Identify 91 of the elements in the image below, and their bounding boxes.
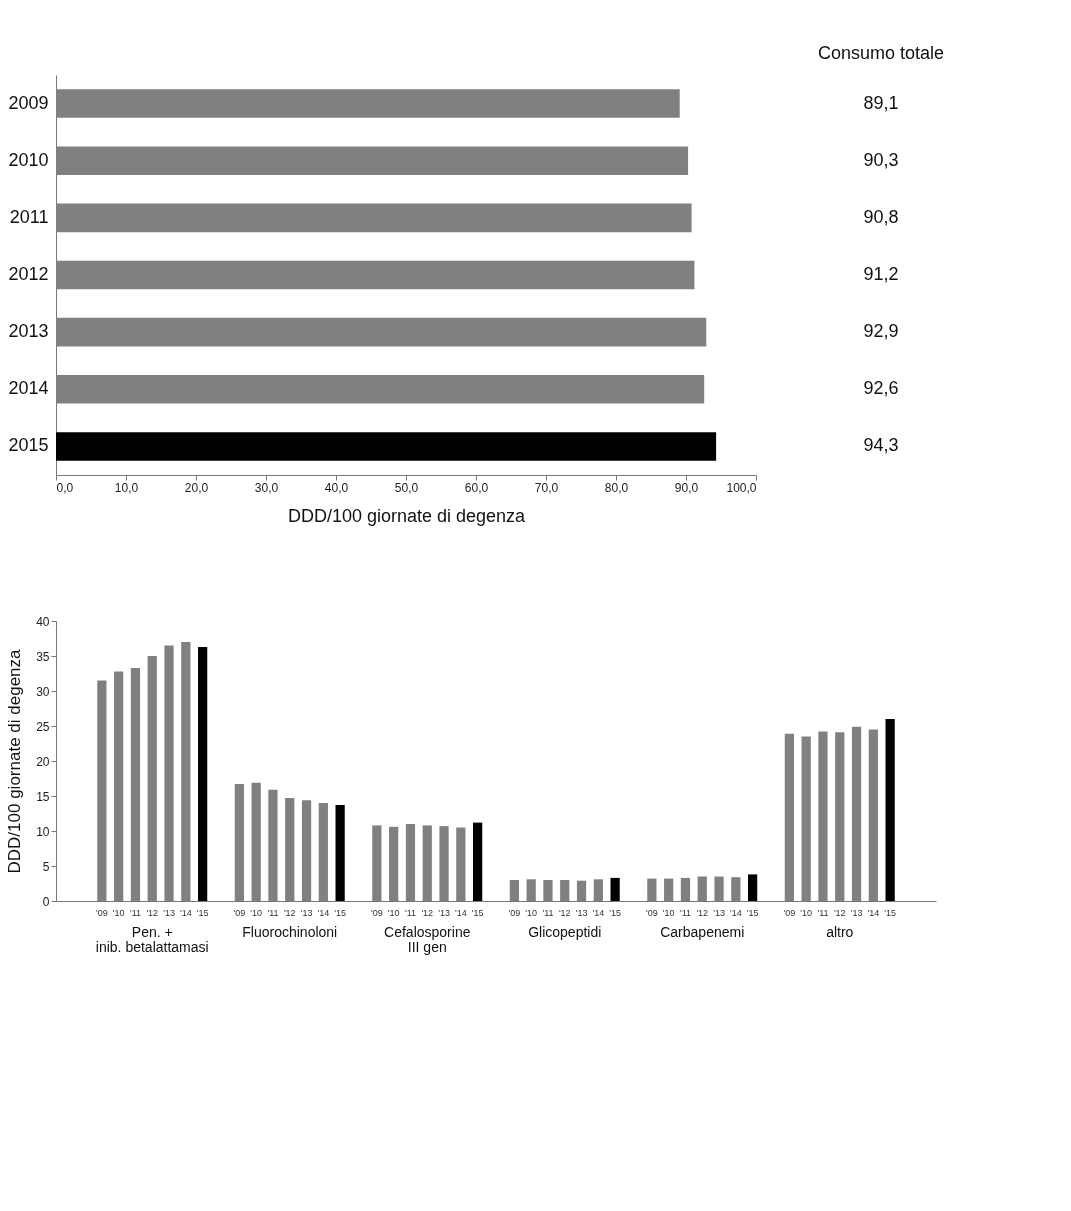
text: '13 xyxy=(850,908,863,918)
x-tick-label: Pen. + inib. betalattamasi xyxy=(95,923,209,955)
text: '13 xyxy=(300,908,313,918)
x-tick-label: 60,0 xyxy=(464,480,489,495)
y-tick-label: 5 xyxy=(42,859,50,874)
y-tick-label: 25 xyxy=(36,719,50,734)
y-tick-label: 20 xyxy=(36,754,50,769)
y-tick-label: 2009 xyxy=(8,92,49,113)
series-label: '11 xyxy=(267,908,279,918)
bar xyxy=(748,874,758,901)
bar xyxy=(335,805,345,901)
text: '15 xyxy=(471,908,484,918)
text: '13 xyxy=(575,908,588,918)
series-label: '12 xyxy=(146,908,159,918)
bar xyxy=(198,646,208,901)
bar xyxy=(885,719,895,901)
bar xyxy=(610,877,620,901)
x-tick-label: 40,0 xyxy=(324,480,349,495)
data-label: 91,2 xyxy=(863,264,899,284)
x-tick-label: 100,0 xyxy=(726,480,757,495)
text: '14 xyxy=(454,908,467,918)
text: '09 xyxy=(371,908,383,918)
text: '15 xyxy=(609,908,621,918)
text: '10 xyxy=(525,908,538,918)
text: '14 xyxy=(317,908,330,918)
series-label: '09 xyxy=(96,908,108,918)
text: '12 xyxy=(696,908,709,918)
x-tick-label: 80,0 xyxy=(604,480,629,495)
y-tick-label: 10 xyxy=(36,824,50,839)
text: '12 xyxy=(558,908,571,918)
text: '12 xyxy=(421,908,434,918)
y-tick-label: 15 xyxy=(36,789,50,804)
y-tick-label: 2010 xyxy=(8,149,49,170)
text: '10 xyxy=(800,908,813,918)
series-label: '13 xyxy=(163,908,175,918)
series-label: '15 xyxy=(196,908,209,918)
y-axis-title: DDD/100 giornate di degenza xyxy=(5,648,25,874)
text: '14 xyxy=(592,908,605,918)
x-tick-label: Cefalosporine III gen xyxy=(384,923,471,955)
data-label: 90,8 xyxy=(863,206,899,227)
text: '09 xyxy=(508,908,521,918)
y-tick-label: 2013 xyxy=(8,321,49,342)
y-tick-label: 35 xyxy=(36,649,50,664)
data-label: 90,3 xyxy=(863,149,899,170)
text: '09 xyxy=(646,908,658,918)
x-tick-label: 50,0 xyxy=(394,480,419,495)
text: '11 xyxy=(129,908,141,918)
data-label: 92,6 xyxy=(863,378,899,399)
text: '15 xyxy=(884,908,896,918)
data-label: 89,1 xyxy=(863,92,899,113)
x-tick-label: 90,0 xyxy=(674,480,699,495)
x-tick-label: Glicopeptidi xyxy=(528,923,602,940)
text: '14 xyxy=(729,908,742,918)
data-label: 94,3 xyxy=(863,435,899,456)
text: '09 xyxy=(233,908,246,918)
series-label: '10 xyxy=(250,908,263,918)
x-tick-label: altro xyxy=(826,923,854,940)
text: '15 xyxy=(746,908,759,918)
x-tick-label: 10,0 xyxy=(114,480,139,495)
y-tick-label: 2011 xyxy=(9,206,49,227)
x-tick-label: 0,0 xyxy=(56,480,74,495)
y-tick-label: 0 xyxy=(42,894,50,909)
y-tick-label: 2012 xyxy=(8,264,49,284)
x-tick-label: Fluorochinoloni xyxy=(242,923,338,940)
series-label: '14 xyxy=(179,908,192,918)
x-tick-label: Carbapenemi xyxy=(660,923,745,940)
y-tick-label: 40 xyxy=(36,614,50,629)
text: '11 xyxy=(679,908,691,918)
x-tick-label: 70,0 xyxy=(534,480,559,495)
text: '11 xyxy=(404,908,416,918)
text: '13 xyxy=(713,908,725,918)
text: '15 xyxy=(334,908,346,918)
text: '11 xyxy=(542,908,554,918)
text: '10 xyxy=(112,908,125,918)
x-tick-label: 20,0 xyxy=(184,480,209,495)
bar xyxy=(473,822,483,901)
text: '13 xyxy=(438,908,450,918)
text: '11 xyxy=(817,908,829,918)
text: '14 xyxy=(867,908,880,918)
y-tick-label: 30 xyxy=(36,684,50,699)
y-tick-label: 2015 xyxy=(8,435,49,456)
text: '12 xyxy=(833,908,846,918)
text: '10 xyxy=(662,908,675,918)
text: '12 xyxy=(283,908,296,918)
data-label: 92,9 xyxy=(863,321,899,342)
text: Consumo totale xyxy=(817,43,945,63)
text: '09 xyxy=(783,908,796,918)
x-axis-title: DDD/100 giornate di degenza xyxy=(287,505,527,526)
y-tick-label: 2014 xyxy=(8,378,49,399)
x-tick-label: 30,0 xyxy=(254,480,279,495)
text: '10 xyxy=(387,908,400,918)
